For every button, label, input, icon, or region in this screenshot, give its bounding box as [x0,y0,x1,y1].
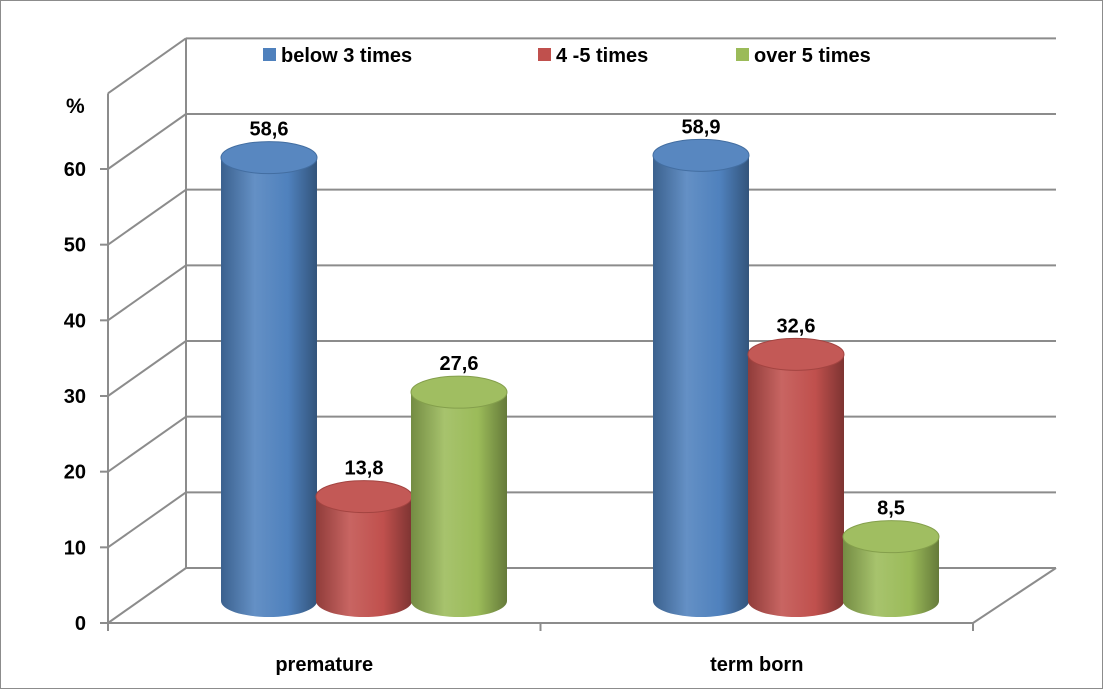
gridline-side [107,188,187,246]
data-label: 8,5 [877,498,905,520]
legend-item: below 3 times [263,45,412,67]
legend-swatch [736,48,749,61]
bar-top [220,141,318,175]
gridline-side [107,567,187,624]
x-category-label: premature [275,654,373,676]
bar-below-3-times-premature [220,141,318,618]
gridlines [107,37,1057,624]
y-tick-label: 40 [64,310,86,332]
gridline-side [107,340,187,397]
bar-top [842,520,940,554]
data-label: 58,9 [682,116,721,138]
legend-label: over 5 times [754,45,871,67]
gridline-side [107,113,187,170]
bar-top [652,138,750,172]
legend: below 3 times 4 -5 times over 5 times [263,45,871,67]
gridline-side [107,415,187,473]
legend-item: 4 -5 times [538,45,648,67]
bar-body [653,155,749,617]
legend-swatch [263,48,276,61]
gridline-side [107,37,187,95]
bars [220,138,940,618]
y-axis-unit-label: % [66,95,85,118]
floor-edge [972,567,1057,624]
bar-body [411,392,507,617]
data-label: 32,6 [777,315,816,337]
y-tick-label: 20 [64,462,86,484]
bar-top [315,480,413,514]
bar-4--5-times-term-born [747,337,845,617]
y-tick-label: 10 [64,537,86,559]
data-label: 27,6 [440,353,479,375]
bar-below-3-times-term-born [652,138,750,617]
bar-over-5-times-premature [410,375,508,617]
legend-label: 4 -5 times [556,45,648,67]
bar-4--5-times-premature [315,480,413,617]
legend-label: below 3 times [281,45,412,67]
bar-body [221,157,317,618]
data-labels: 58,6 58,9 13,8 32,6 27,6 8,5 [250,116,905,519]
gridline-side [107,264,187,322]
gridline-side [107,491,187,549]
bar-top [747,337,845,371]
bar-body [843,536,939,617]
y-tick-label: 50 [64,235,86,257]
axes: 0 10 20 30 40 50 60 premature term born [64,93,974,676]
y-tick-label: 30 [64,386,86,408]
bar-body [748,354,844,617]
legend-item: over 5 times [736,45,871,67]
bar-over-5-times-term-born [842,520,940,617]
bar-top [410,375,508,409]
data-label: 58,6 [250,119,289,141]
y-tick-label: 0 [75,613,86,635]
bar-body [316,496,412,617]
x-category-label: term born [710,654,803,676]
legend-swatch [538,48,551,61]
y-tick-label: 60 [64,159,86,181]
data-label: 13,8 [345,458,384,480]
